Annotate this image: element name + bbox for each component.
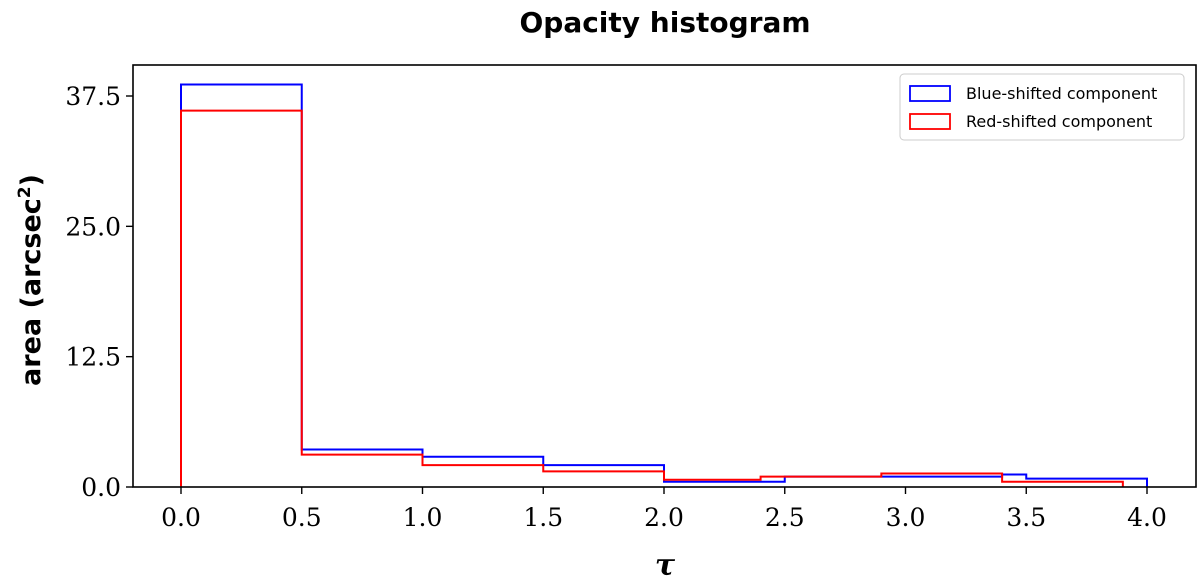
bar-red-shifted-component-6 bbox=[881, 473, 1002, 487]
x-tick-label: 4.0 bbox=[1127, 503, 1167, 532]
legend-swatch-red-shifted-component bbox=[909, 113, 951, 130]
y-tick-label: 0.0 bbox=[81, 473, 121, 502]
bar-red-shifted-component-5 bbox=[761, 477, 882, 487]
y-tick-label: 25.0 bbox=[65, 212, 121, 241]
series-outline-blue-shifted-component bbox=[180, 83, 1148, 487]
x-tick-label: 1.5 bbox=[523, 503, 563, 532]
x-tick-label: 2.0 bbox=[644, 503, 684, 532]
chart-title: Opacity histogram bbox=[519, 6, 810, 39]
x-tick-label: 3.0 bbox=[886, 503, 926, 532]
bar-red-shifted-component-2 bbox=[423, 465, 544, 487]
y-tick-label: 12.5 bbox=[65, 343, 121, 372]
series-layer bbox=[180, 83, 1148, 487]
bar-red-shifted-component-0 bbox=[181, 111, 302, 487]
x-tick-label: 0.0 bbox=[161, 503, 201, 532]
legend-label-blue-shifted-component: Blue-shifted component bbox=[966, 84, 1157, 103]
y-axis-label-main: area (arcsec bbox=[16, 198, 47, 386]
x-tick-label: 3.5 bbox=[1006, 503, 1046, 532]
bar-red-shifted-component-4 bbox=[664, 480, 761, 487]
series-blue-shifted-component bbox=[180, 83, 1148, 487]
bar-red-shifted-component-3 bbox=[543, 471, 664, 487]
legend-label-red-shifted-component: Red-shifted component bbox=[966, 112, 1152, 131]
series-outline-red-shifted-component bbox=[180, 109, 1124, 487]
x-tick-label: 0.5 bbox=[282, 503, 322, 532]
legend-box bbox=[899, 73, 1185, 141]
x-tick-label: 2.5 bbox=[765, 503, 805, 532]
y-tick-label: 37.5 bbox=[65, 82, 121, 111]
legend: Blue-shifted component Red-shifted compon… bbox=[899, 73, 1185, 141]
y-axis-label-suffix: ) bbox=[16, 174, 47, 186]
series-red-shifted-component bbox=[180, 109, 1124, 487]
bar-red-shifted-component-1 bbox=[302, 455, 423, 487]
y-axis-label: area (arcsec2) bbox=[15, 174, 47, 386]
legend-swatch-blue-shifted-component bbox=[909, 85, 951, 102]
x-axis-label: τ bbox=[655, 548, 676, 583]
x-tick-label: 1.0 bbox=[403, 503, 443, 532]
y-axis-label-superscript: 2 bbox=[15, 186, 35, 198]
axes: 0.0 0.5 1.0 1.5 2.0 2.5 3.0 3.5 4.0 0.0 12.5 25.0 37… bbox=[65, 64, 1197, 532]
